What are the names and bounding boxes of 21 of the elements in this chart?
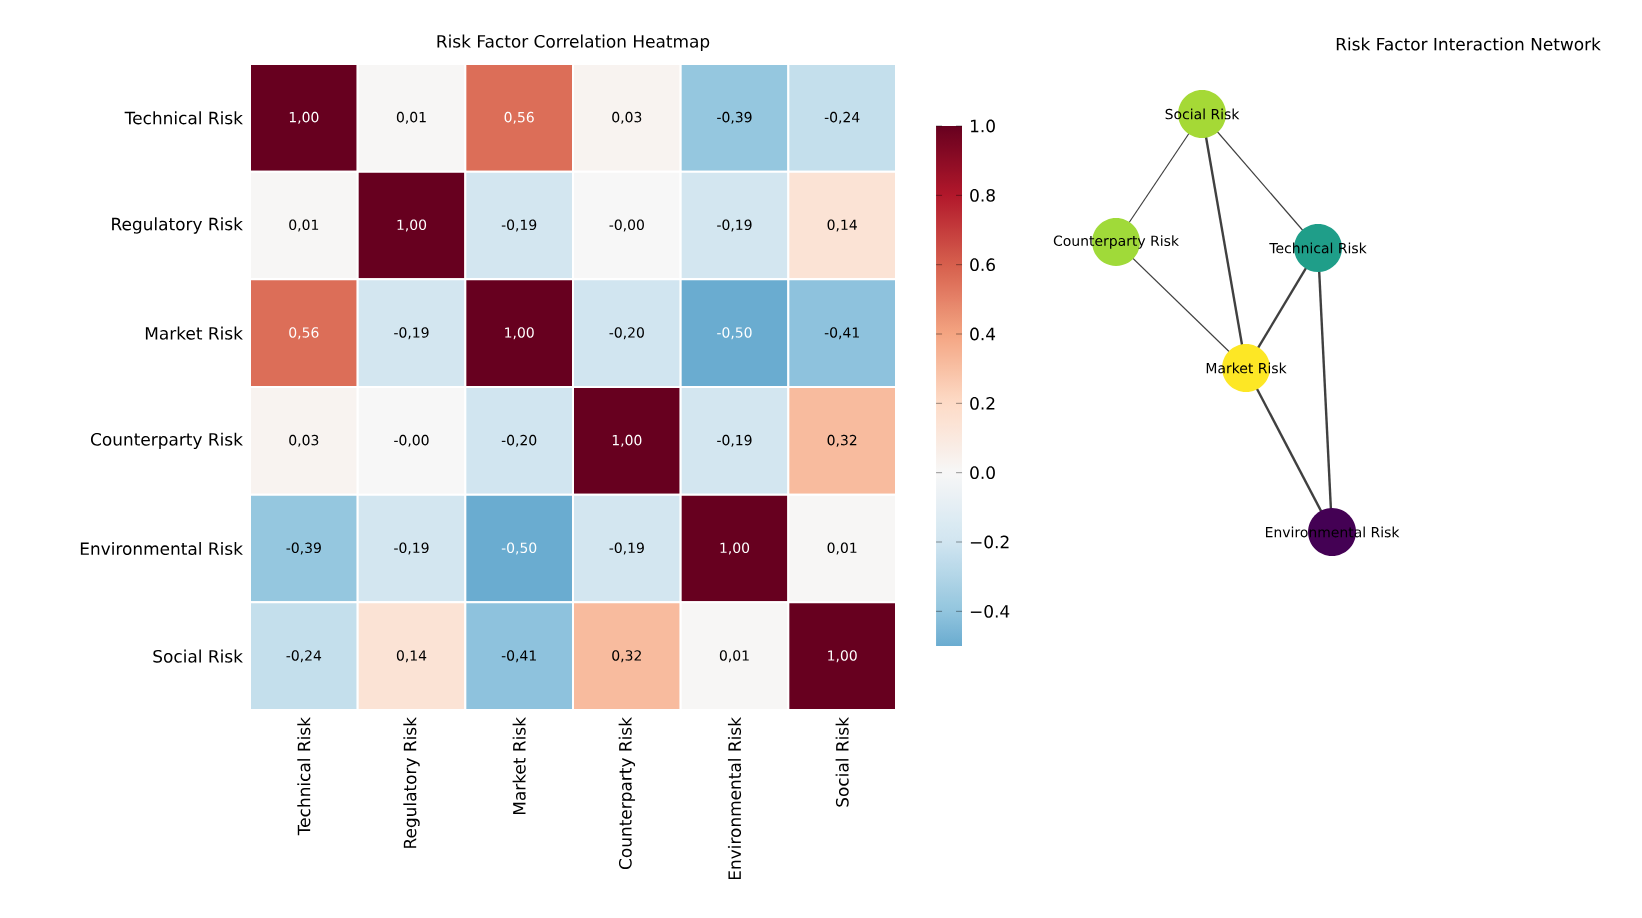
color-bar-label: −0.2: [970, 535, 1009, 549]
color-bar-label: 0.6: [970, 258, 995, 272]
y-tick-label: Environmental Risk: [80, 541, 243, 556]
color-bar-label: −0.4: [970, 604, 1010, 618]
y-tick-label: Regulatory Risk: [112, 217, 243, 234]
x-tick-label: Regulatory Risk: [403, 717, 420, 848]
color-bar-label: 0.8: [970, 188, 995, 202]
x-tick-label: Market Risk: [512, 717, 526, 815]
x-tick-label: Social Risk: [835, 717, 849, 807]
color-bar-label: 0.2: [970, 396, 995, 410]
text: Risk Factor Interaction Network: [1336, 37, 1601, 51]
x-tick-label: Counterparty Risk: [618, 717, 636, 870]
x-tick-label: Environmental Risk: [727, 717, 742, 880]
chart-title: Risk Factor Correlation Heatmap: [437, 34, 710, 52]
y-tick-label: Market Risk: [145, 326, 243, 340]
color-bar-label: 0.0: [970, 466, 995, 480]
y-tick-label: Counterparty Risk: [90, 432, 243, 450]
color-bar-label: 1.0: [970, 119, 995, 133]
y-tick-label: Social Risk: [153, 649, 243, 663]
color-bar-label: 0.4: [970, 327, 996, 341]
y-tick-label: Technical Risk: [124, 111, 243, 125]
